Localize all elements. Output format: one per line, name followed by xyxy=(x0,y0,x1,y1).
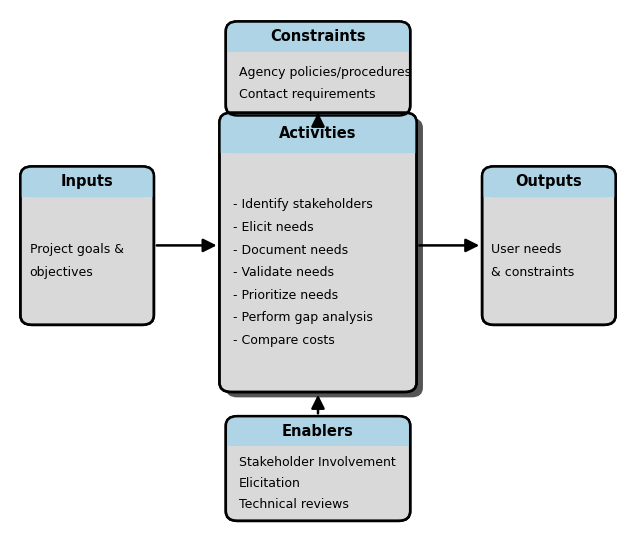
Text: Activities: Activities xyxy=(279,126,357,141)
Text: - Perform gap analysis: - Perform gap analysis xyxy=(233,311,373,324)
Text: & constraints: & constraints xyxy=(492,266,575,279)
Text: Outputs: Outputs xyxy=(516,175,582,190)
FancyBboxPatch shape xyxy=(226,416,410,521)
Text: Technical reviews: Technical reviews xyxy=(238,498,349,511)
Text: Contact requirements: Contact requirements xyxy=(238,88,375,101)
Text: - Compare costs: - Compare costs xyxy=(233,334,335,347)
FancyBboxPatch shape xyxy=(482,166,616,198)
FancyBboxPatch shape xyxy=(226,21,410,115)
FancyBboxPatch shape xyxy=(226,118,423,397)
Bar xyxy=(219,133,417,153)
Text: Enablers: Enablers xyxy=(282,424,354,439)
FancyBboxPatch shape xyxy=(219,113,417,153)
Text: - Identify stakeholders: - Identify stakeholders xyxy=(233,199,373,212)
Bar xyxy=(20,182,154,198)
Text: objectives: objectives xyxy=(30,266,93,279)
Bar xyxy=(482,182,616,198)
Text: Stakeholder Involvement: Stakeholder Involvement xyxy=(238,456,396,469)
Text: - Validate needs: - Validate needs xyxy=(233,266,335,279)
FancyBboxPatch shape xyxy=(20,166,154,198)
Text: - Prioritize needs: - Prioritize needs xyxy=(233,289,338,302)
FancyBboxPatch shape xyxy=(226,416,410,446)
FancyBboxPatch shape xyxy=(482,166,616,325)
Text: - Elicit needs: - Elicit needs xyxy=(233,221,314,234)
Text: User needs: User needs xyxy=(492,243,562,256)
FancyBboxPatch shape xyxy=(226,21,410,52)
Text: Agency policies/procedures: Agency policies/procedures xyxy=(238,66,411,79)
Text: - Document needs: - Document needs xyxy=(233,244,349,257)
Bar xyxy=(226,431,410,446)
Bar xyxy=(226,37,410,52)
FancyBboxPatch shape xyxy=(20,166,154,325)
Text: Inputs: Inputs xyxy=(61,175,113,190)
Text: Project goals &: Project goals & xyxy=(30,243,123,256)
FancyBboxPatch shape xyxy=(219,113,417,392)
Text: Elicitation: Elicitation xyxy=(238,477,301,490)
Text: Constraints: Constraints xyxy=(270,29,366,44)
